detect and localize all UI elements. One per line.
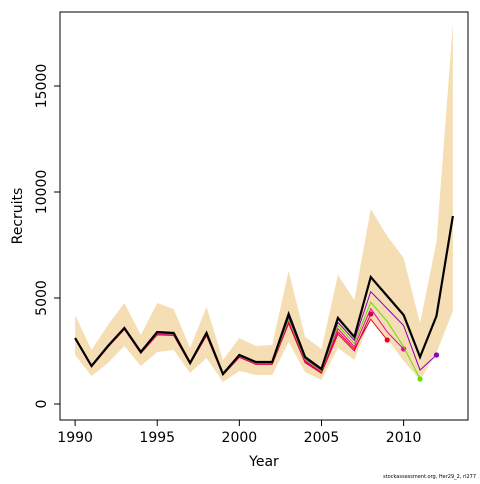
x-tick-label: 1995 — [139, 430, 175, 446]
end-point — [433, 352, 440, 358]
confidence-band — [75, 23, 453, 382]
y-axis-label: Recruits — [10, 188, 26, 245]
series-line — [74, 215, 454, 377]
plot-frame — [59, 11, 469, 421]
end-point — [384, 337, 390, 343]
x-tick-label: 2010 — [386, 430, 422, 446]
end-point — [417, 376, 423, 382]
y-tick-label: 15000 — [34, 64, 50, 109]
x-tick-label: 2005 — [304, 430, 340, 446]
y-tick-label: 10000 — [34, 170, 50, 215]
x-tick-label: 2000 — [222, 430, 258, 446]
x-tick-label: 1990 — [57, 430, 93, 446]
y-tick-label: 5000 — [34, 280, 50, 316]
footnote: stockassessment.org, Her29_2, rl277 — [383, 474, 476, 480]
x-axis-label: Year — [248, 454, 279, 470]
y-tick-label: 0 — [34, 400, 50, 409]
